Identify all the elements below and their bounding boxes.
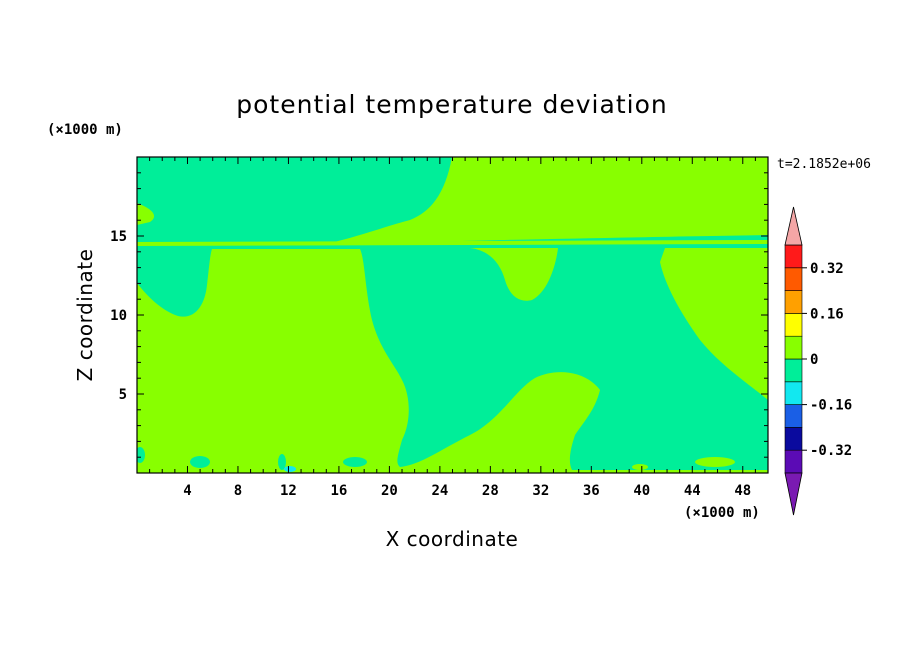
- colorbar-swatch: [784, 244, 803, 269]
- x-tick-label: 24: [431, 483, 448, 499]
- x-tick-label: 28: [482, 483, 499, 499]
- x-tick-label: 4: [183, 483, 191, 499]
- x-tick-label: 44: [684, 483, 701, 499]
- x-tick-label: 32: [532, 483, 549, 499]
- contour-patch: [137, 447, 145, 463]
- x-tick-label: 8: [234, 483, 242, 499]
- colorbar-swatch: [784, 290, 803, 314]
- x-tick-label: 20: [381, 483, 398, 499]
- colorbar-swatch: [784, 267, 803, 291]
- time-label: t=2.1852e+06: [777, 157, 871, 172]
- y-tick-label: 5: [119, 387, 127, 403]
- x-tick-label: 12: [280, 483, 297, 499]
- colorbar-label: 0.32: [810, 261, 844, 277]
- y-tick-label: 15: [110, 229, 127, 245]
- y-axis-title: Z coordinate: [73, 249, 97, 382]
- contour-bump-center: [470, 248, 558, 301]
- colorbar-swatch: [784, 381, 803, 405]
- x-tick-label: 16: [330, 483, 347, 499]
- contour-patch: [632, 464, 648, 470]
- colorbar-label: -0.32: [810, 443, 852, 459]
- colorbar-swatch: [784, 335, 803, 360]
- x-tick-label: 48: [734, 483, 751, 499]
- x-axis-title: X coordinate: [386, 527, 519, 551]
- contour-patch: [343, 457, 367, 467]
- y-tick-label: 10: [110, 308, 127, 324]
- colorbar-label: 0.16: [810, 306, 844, 322]
- contour-patch: [190, 456, 210, 468]
- colorbar-swatch: [784, 404, 803, 428]
- contour-strip: [137, 240, 768, 246]
- contour-region-upper-band: [137, 157, 768, 243]
- colorbar-swatch: [784, 358, 803, 383]
- colorbar-swatch: [784, 427, 803, 451]
- colorbar-under: [784, 472, 803, 516]
- y-unit-label: (×1000 m): [47, 122, 123, 138]
- x-unit-label: (×1000 m): [684, 505, 760, 521]
- contour-patch: [695, 457, 735, 467]
- colorbar-label: 0: [810, 352, 818, 368]
- colorbar: -0.32 -0.16 0 0.16 0.32: [784, 206, 852, 516]
- contour-field: [137, 157, 768, 473]
- x-tick-label: 36: [583, 483, 600, 499]
- x-tick-label: 40: [633, 483, 650, 499]
- contour-patch: [278, 454, 286, 470]
- colorbar-swatch: [784, 313, 803, 337]
- contour-region-lower-left: [137, 246, 768, 473]
- contour-patch: [284, 466, 296, 472]
- chart-title: potential temperature deviation: [236, 90, 667, 119]
- contour-region-right: [660, 248, 768, 400]
- colorbar-label: -0.16: [810, 398, 852, 414]
- colorbar-over: [784, 206, 803, 246]
- colorbar-swatch: [784, 449, 803, 474]
